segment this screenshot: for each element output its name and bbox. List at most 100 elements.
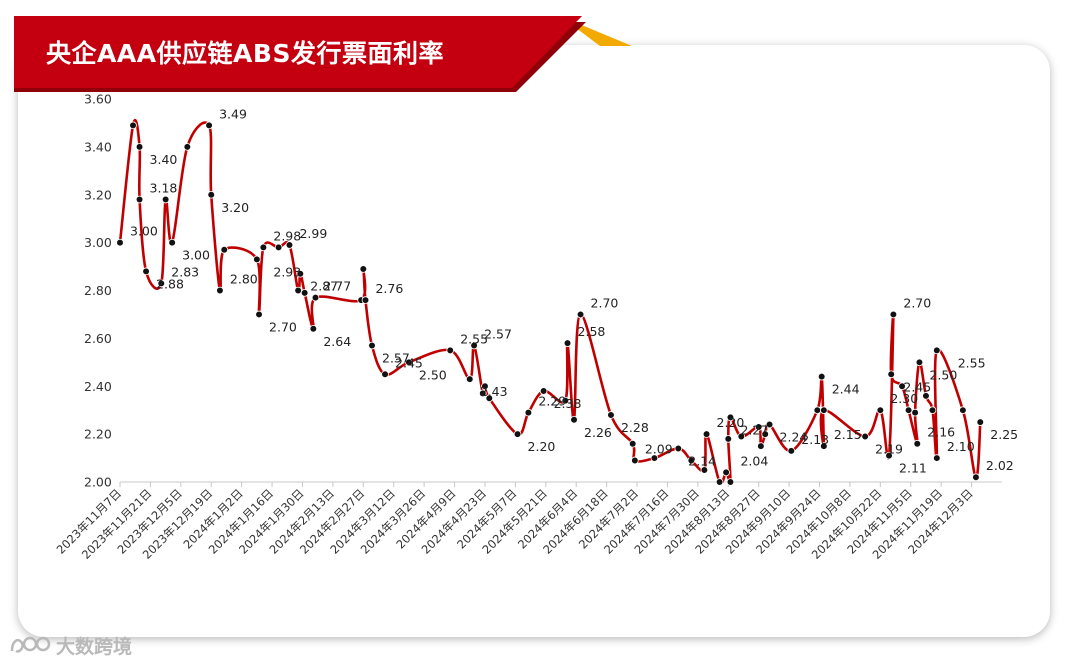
data-label: 2.15 [834, 427, 862, 442]
data-point [274, 243, 283, 252]
data-label: 2.04 [740, 453, 768, 468]
data-point [959, 406, 967, 414]
data-label: 2.57 [484, 327, 512, 342]
data-label: 2.50 [929, 367, 957, 382]
data-label: 2.70 [903, 295, 931, 310]
data-point [887, 370, 896, 379]
data-point [207, 190, 216, 199]
y-tick-label: 2.00 [84, 475, 112, 490]
chart-card [18, 45, 1050, 637]
data-label: 2.43 [480, 384, 508, 399]
data-point [922, 392, 930, 400]
data-label: 2.09 [645, 441, 673, 456]
data-point [359, 265, 368, 273]
data-point [607, 411, 615, 419]
data-label: 3.00 [130, 224, 158, 239]
data-point [216, 286, 224, 295]
data-point [817, 372, 826, 381]
data-point [300, 289, 309, 297]
data-point [161, 195, 170, 204]
banner-body [14, 16, 582, 88]
data-point [674, 444, 683, 453]
y-axis: 2.00 2.20 2.40 2.60 2.80 3.00 3.20 3.40 3.60 [84, 92, 112, 490]
data-point [309, 324, 318, 333]
data-point [296, 269, 305, 278]
data-label: 2.99 [299, 226, 327, 241]
data-label: 2.57 [382, 351, 410, 366]
data-point [933, 346, 941, 355]
data-point [726, 413, 735, 422]
data-label: 2.93 [273, 264, 301, 279]
data-point [361, 296, 370, 304]
y-tick-label: 3.40 [84, 139, 112, 154]
data-point [761, 430, 770, 438]
data-point [911, 408, 919, 417]
y-tick-label: 3.20 [84, 187, 112, 202]
data-point [539, 387, 548, 395]
data-point [135, 195, 144, 204]
data-point [754, 423, 763, 431]
data-point [820, 442, 828, 450]
data-label: 2.25 [990, 427, 1018, 442]
data-point [898, 382, 906, 391]
data-point [561, 396, 570, 405]
data-point [889, 310, 898, 319]
data-label: 2.45 [903, 379, 931, 394]
watermark: 大数跨境 [8, 630, 132, 660]
data-point [405, 358, 413, 367]
data-point [787, 447, 796, 455]
data-point [724, 435, 733, 443]
data-point [116, 238, 124, 247]
title-banner [14, 16, 632, 92]
data-label: 2.14 [688, 453, 716, 468]
data-point [253, 255, 261, 264]
data-point [481, 382, 489, 391]
y-tick-label: 2.60 [84, 331, 112, 346]
data-point [168, 238, 176, 247]
data-point [813, 406, 822, 414]
data-point [513, 430, 522, 438]
data-label: 2.98 [273, 228, 301, 243]
data-label: 3.49 [219, 106, 247, 121]
data-label: 3.20 [221, 200, 249, 215]
data-point [687, 456, 696, 465]
data-point [368, 341, 376, 350]
data-point [205, 121, 213, 130]
data-point [915, 358, 924, 367]
data-point [485, 394, 494, 403]
data-label: 2.87 [310, 279, 338, 294]
data-point [715, 478, 724, 486]
data-point [904, 406, 913, 414]
data-point [913, 439, 922, 448]
data-point [820, 406, 828, 414]
data-label: 2.80 [230, 272, 258, 287]
data-point [285, 241, 294, 249]
data-point [259, 243, 268, 252]
x-axis: 2023年11月7日2023年11月21日2023年12月5日2023年12月1… [54, 481, 1002, 562]
y-tick-label: 2.20 [84, 427, 112, 442]
data-point [255, 310, 263, 319]
data-label: 2.30 [890, 391, 918, 406]
data-label: 2.50 [419, 367, 447, 382]
data-point [478, 389, 487, 398]
y-tick-label: 3.60 [84, 92, 112, 107]
data-point [885, 451, 893, 460]
data-point [381, 370, 389, 379]
data-point [524, 408, 533, 417]
data-point [631, 456, 639, 465]
data-point [722, 468, 730, 477]
y-tick-label: 3.00 [84, 235, 112, 250]
data-point [129, 121, 137, 130]
data-point [737, 432, 746, 441]
data-label: 2.58 [578, 324, 606, 339]
data-point [765, 420, 774, 429]
data-point [726, 478, 735, 486]
data-label: 2.10 [947, 439, 975, 454]
watermark-text: 大数跨境 [56, 635, 133, 658]
data-point [861, 432, 869, 441]
data-label: 2.83 [171, 264, 199, 279]
y-tick-label: 2.40 [84, 379, 112, 394]
data-labels: 3.003.403.182.882.833.003.493.202.802.70… [130, 106, 1018, 475]
data-label: 2.70 [269, 319, 297, 334]
data-label: 2.11 [899, 461, 927, 476]
